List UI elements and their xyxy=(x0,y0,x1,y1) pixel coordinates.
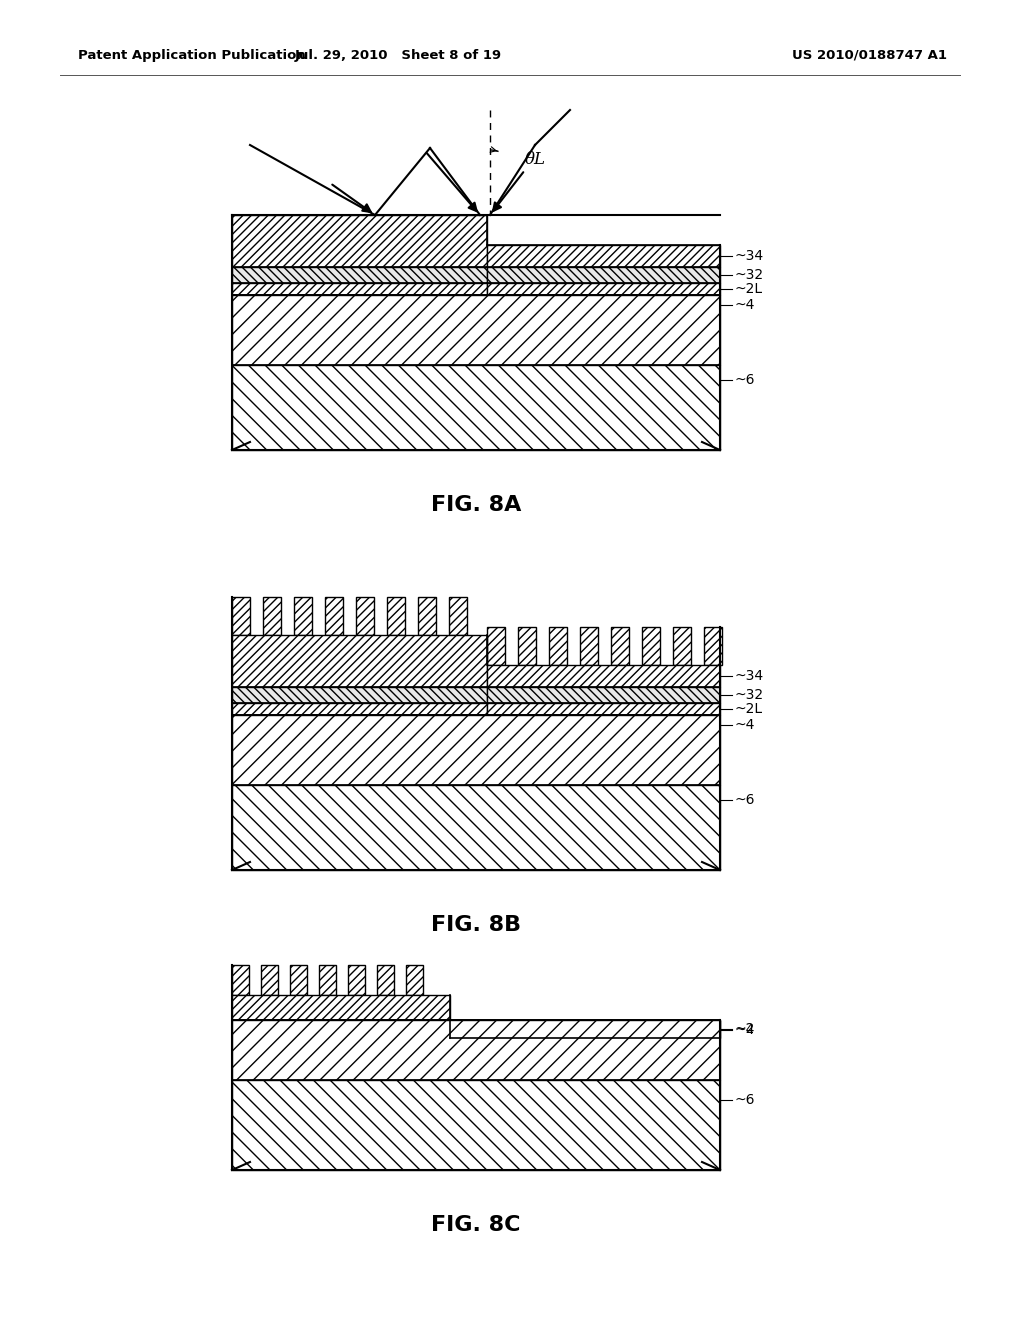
Bar xyxy=(487,686,720,704)
Bar xyxy=(325,597,343,635)
Text: Patent Application Publication: Patent Application Publication xyxy=(78,49,306,62)
Bar xyxy=(232,1080,720,1170)
Text: ~2: ~2 xyxy=(734,1022,755,1036)
Bar xyxy=(290,965,307,995)
Bar xyxy=(611,627,629,665)
Bar xyxy=(580,627,598,665)
Bar xyxy=(319,965,336,995)
Text: FIG. 8B: FIG. 8B xyxy=(431,915,521,935)
Bar xyxy=(653,1020,670,1049)
Text: Jul. 29, 2010   Sheet 8 of 19: Jul. 29, 2010 Sheet 8 of 19 xyxy=(295,49,502,62)
Bar xyxy=(487,627,505,665)
Text: ~2L: ~2L xyxy=(734,282,762,296)
Bar xyxy=(232,995,450,1020)
Bar xyxy=(232,704,487,715)
Bar xyxy=(642,627,660,665)
Bar xyxy=(682,1020,699,1049)
Bar xyxy=(356,597,374,635)
Bar xyxy=(449,597,467,635)
Bar xyxy=(232,715,720,785)
Bar xyxy=(487,665,720,686)
Text: ~34: ~34 xyxy=(734,669,763,682)
Text: ~32: ~32 xyxy=(734,688,763,702)
Text: ~6: ~6 xyxy=(734,374,755,387)
Bar xyxy=(232,965,249,995)
Bar xyxy=(232,366,720,450)
Bar xyxy=(387,597,406,635)
Bar xyxy=(624,1020,641,1049)
Bar xyxy=(595,1020,612,1049)
Bar xyxy=(487,704,720,715)
Text: FIG. 8C: FIG. 8C xyxy=(431,1214,521,1236)
Bar xyxy=(566,1020,583,1049)
Text: FIG. 8A: FIG. 8A xyxy=(431,495,521,515)
Text: ~4: ~4 xyxy=(734,298,755,312)
Bar xyxy=(487,246,720,267)
Bar xyxy=(487,282,720,294)
Bar xyxy=(232,635,487,686)
Bar xyxy=(263,597,281,635)
Bar xyxy=(549,627,567,665)
Text: ~4: ~4 xyxy=(734,718,755,733)
Bar xyxy=(479,1020,496,1049)
Bar xyxy=(232,267,487,282)
Bar xyxy=(232,215,487,267)
Bar xyxy=(508,1020,525,1049)
Bar xyxy=(673,627,691,665)
Bar xyxy=(487,267,720,282)
Bar xyxy=(232,686,487,704)
Bar xyxy=(261,965,278,995)
Bar xyxy=(450,1020,720,1038)
Bar xyxy=(232,597,250,635)
Bar xyxy=(232,1020,720,1080)
Text: ~6: ~6 xyxy=(734,1093,755,1107)
Text: ~4: ~4 xyxy=(734,1023,755,1038)
Bar xyxy=(377,965,394,995)
Bar xyxy=(418,597,436,635)
Bar xyxy=(537,1020,554,1049)
Text: θL: θL xyxy=(525,152,546,169)
Text: ~6: ~6 xyxy=(734,793,755,807)
Bar xyxy=(348,965,365,995)
Bar xyxy=(518,627,536,665)
Bar xyxy=(705,627,722,665)
Bar xyxy=(232,785,720,870)
Bar xyxy=(232,282,487,294)
Bar xyxy=(294,597,312,635)
Text: ~2L: ~2L xyxy=(734,702,762,715)
Bar xyxy=(450,1020,467,1049)
Text: ~32: ~32 xyxy=(734,268,763,282)
Text: ~34: ~34 xyxy=(734,249,763,263)
Text: US 2010/0188747 A1: US 2010/0188747 A1 xyxy=(793,49,947,62)
Bar xyxy=(406,965,423,995)
Bar xyxy=(232,294,720,366)
